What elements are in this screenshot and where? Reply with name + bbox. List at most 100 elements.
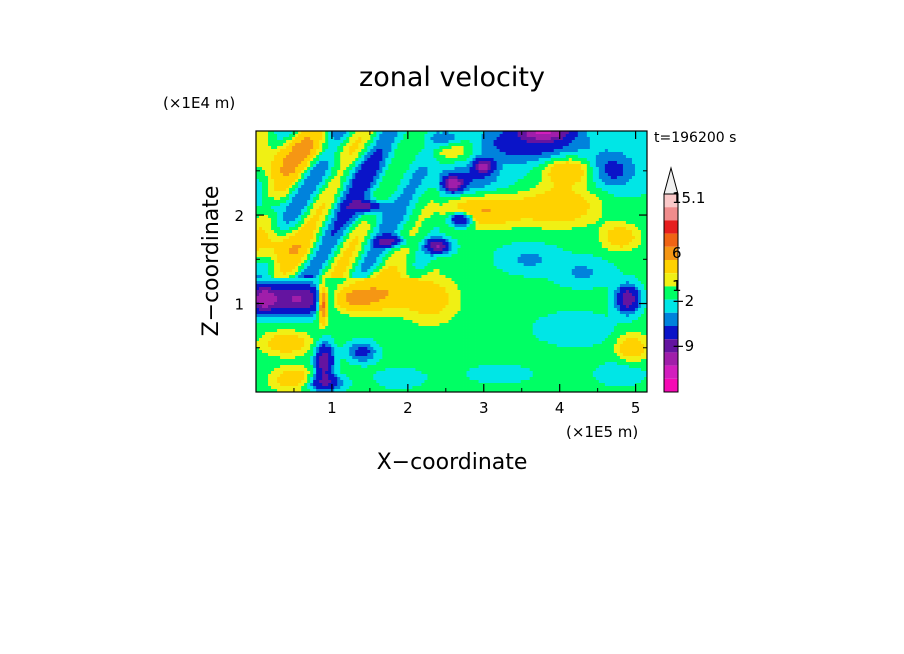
field-cell — [589, 143, 594, 147]
field-cell — [259, 182, 263, 186]
field-cell — [550, 200, 555, 204]
field-cell — [265, 155, 269, 159]
field-cell — [328, 185, 332, 189]
field-cell — [556, 143, 561, 147]
field-cell — [619, 227, 624, 231]
field-cell — [517, 155, 522, 159]
field-cell — [496, 200, 501, 204]
field-cell — [478, 209, 482, 213]
field-cell — [634, 212, 639, 216]
field-cell — [370, 233, 374, 237]
field-cell — [460, 176, 464, 180]
field-cell — [583, 149, 588, 153]
field-cell — [637, 188, 642, 192]
field-cell — [571, 194, 576, 198]
field-cell — [304, 185, 308, 189]
field-cell — [451, 197, 455, 201]
field-cell — [523, 164, 528, 168]
field-cell — [634, 218, 639, 222]
field-cell — [256, 134, 260, 138]
field-cell — [313, 206, 317, 210]
field-cell — [316, 140, 320, 144]
field-cell — [511, 176, 516, 180]
field-cell — [493, 209, 498, 213]
field-cell — [340, 155, 344, 159]
field-cell — [295, 143, 299, 147]
field-cell — [394, 227, 398, 231]
field-cell — [616, 242, 621, 246]
field-cell — [550, 167, 555, 171]
field-cell — [625, 233, 630, 237]
field-cell — [616, 236, 621, 240]
field-cell — [565, 137, 570, 141]
field-cell — [313, 239, 317, 243]
field-cell — [613, 182, 618, 186]
field-cell — [286, 161, 290, 165]
field-cell — [544, 182, 549, 186]
field-cell — [475, 239, 479, 243]
field-cell — [607, 209, 612, 213]
field-cell — [421, 152, 425, 156]
field-cell — [364, 239, 368, 243]
field-cell — [301, 230, 305, 234]
field-cell — [472, 140, 476, 144]
field-cell — [526, 164, 531, 168]
field-cell — [280, 185, 284, 189]
field-cell — [637, 179, 642, 183]
field-cell — [472, 224, 476, 228]
field-cell — [601, 197, 606, 201]
field-cell — [514, 188, 519, 192]
field-cell — [271, 164, 275, 168]
field-cell — [280, 242, 284, 246]
field-cell — [367, 155, 371, 159]
field-cell — [397, 176, 401, 180]
field-cell — [541, 185, 546, 189]
field-cell — [445, 221, 449, 225]
field-cell — [526, 239, 531, 243]
field-cell — [442, 182, 446, 186]
field-cell — [406, 179, 410, 183]
field-cell — [361, 152, 365, 156]
field-cell — [373, 155, 377, 159]
field-cell — [439, 209, 443, 213]
field-cell — [472, 152, 476, 156]
field-cell — [307, 200, 311, 204]
field-cell — [280, 206, 284, 210]
field-cell — [379, 167, 383, 171]
field-cell — [484, 188, 488, 192]
field-cell — [304, 200, 308, 204]
field-cell — [487, 149, 491, 153]
field-cell — [604, 164, 609, 168]
field-cell — [334, 230, 338, 234]
field-cell — [601, 176, 606, 180]
field-cell — [388, 209, 392, 213]
field-cell — [256, 245, 260, 249]
field-cell — [574, 161, 579, 165]
field-cell — [388, 182, 392, 186]
field-cell — [496, 146, 501, 150]
field-cell — [325, 206, 329, 210]
field-cell — [529, 170, 534, 174]
field-cell — [514, 155, 519, 159]
field-cell — [526, 215, 531, 219]
field-cell — [418, 137, 422, 141]
field-cell — [634, 215, 639, 219]
field-cell — [379, 143, 383, 147]
field-cell — [553, 215, 558, 219]
field-cell — [589, 185, 594, 189]
field-cell — [337, 206, 341, 210]
field-cell — [619, 224, 624, 228]
field-cell — [607, 221, 612, 225]
field-cell — [436, 218, 440, 222]
field-cell — [271, 173, 275, 177]
field-cell — [391, 209, 395, 213]
field-cell — [631, 182, 636, 186]
field-cell — [286, 194, 290, 198]
field-cell — [337, 188, 341, 192]
field-cell — [271, 176, 275, 180]
field-cell — [502, 203, 507, 207]
field-cell — [517, 239, 522, 243]
field-cell — [580, 155, 585, 159]
field-cell — [415, 161, 419, 165]
field-cell — [625, 215, 630, 219]
